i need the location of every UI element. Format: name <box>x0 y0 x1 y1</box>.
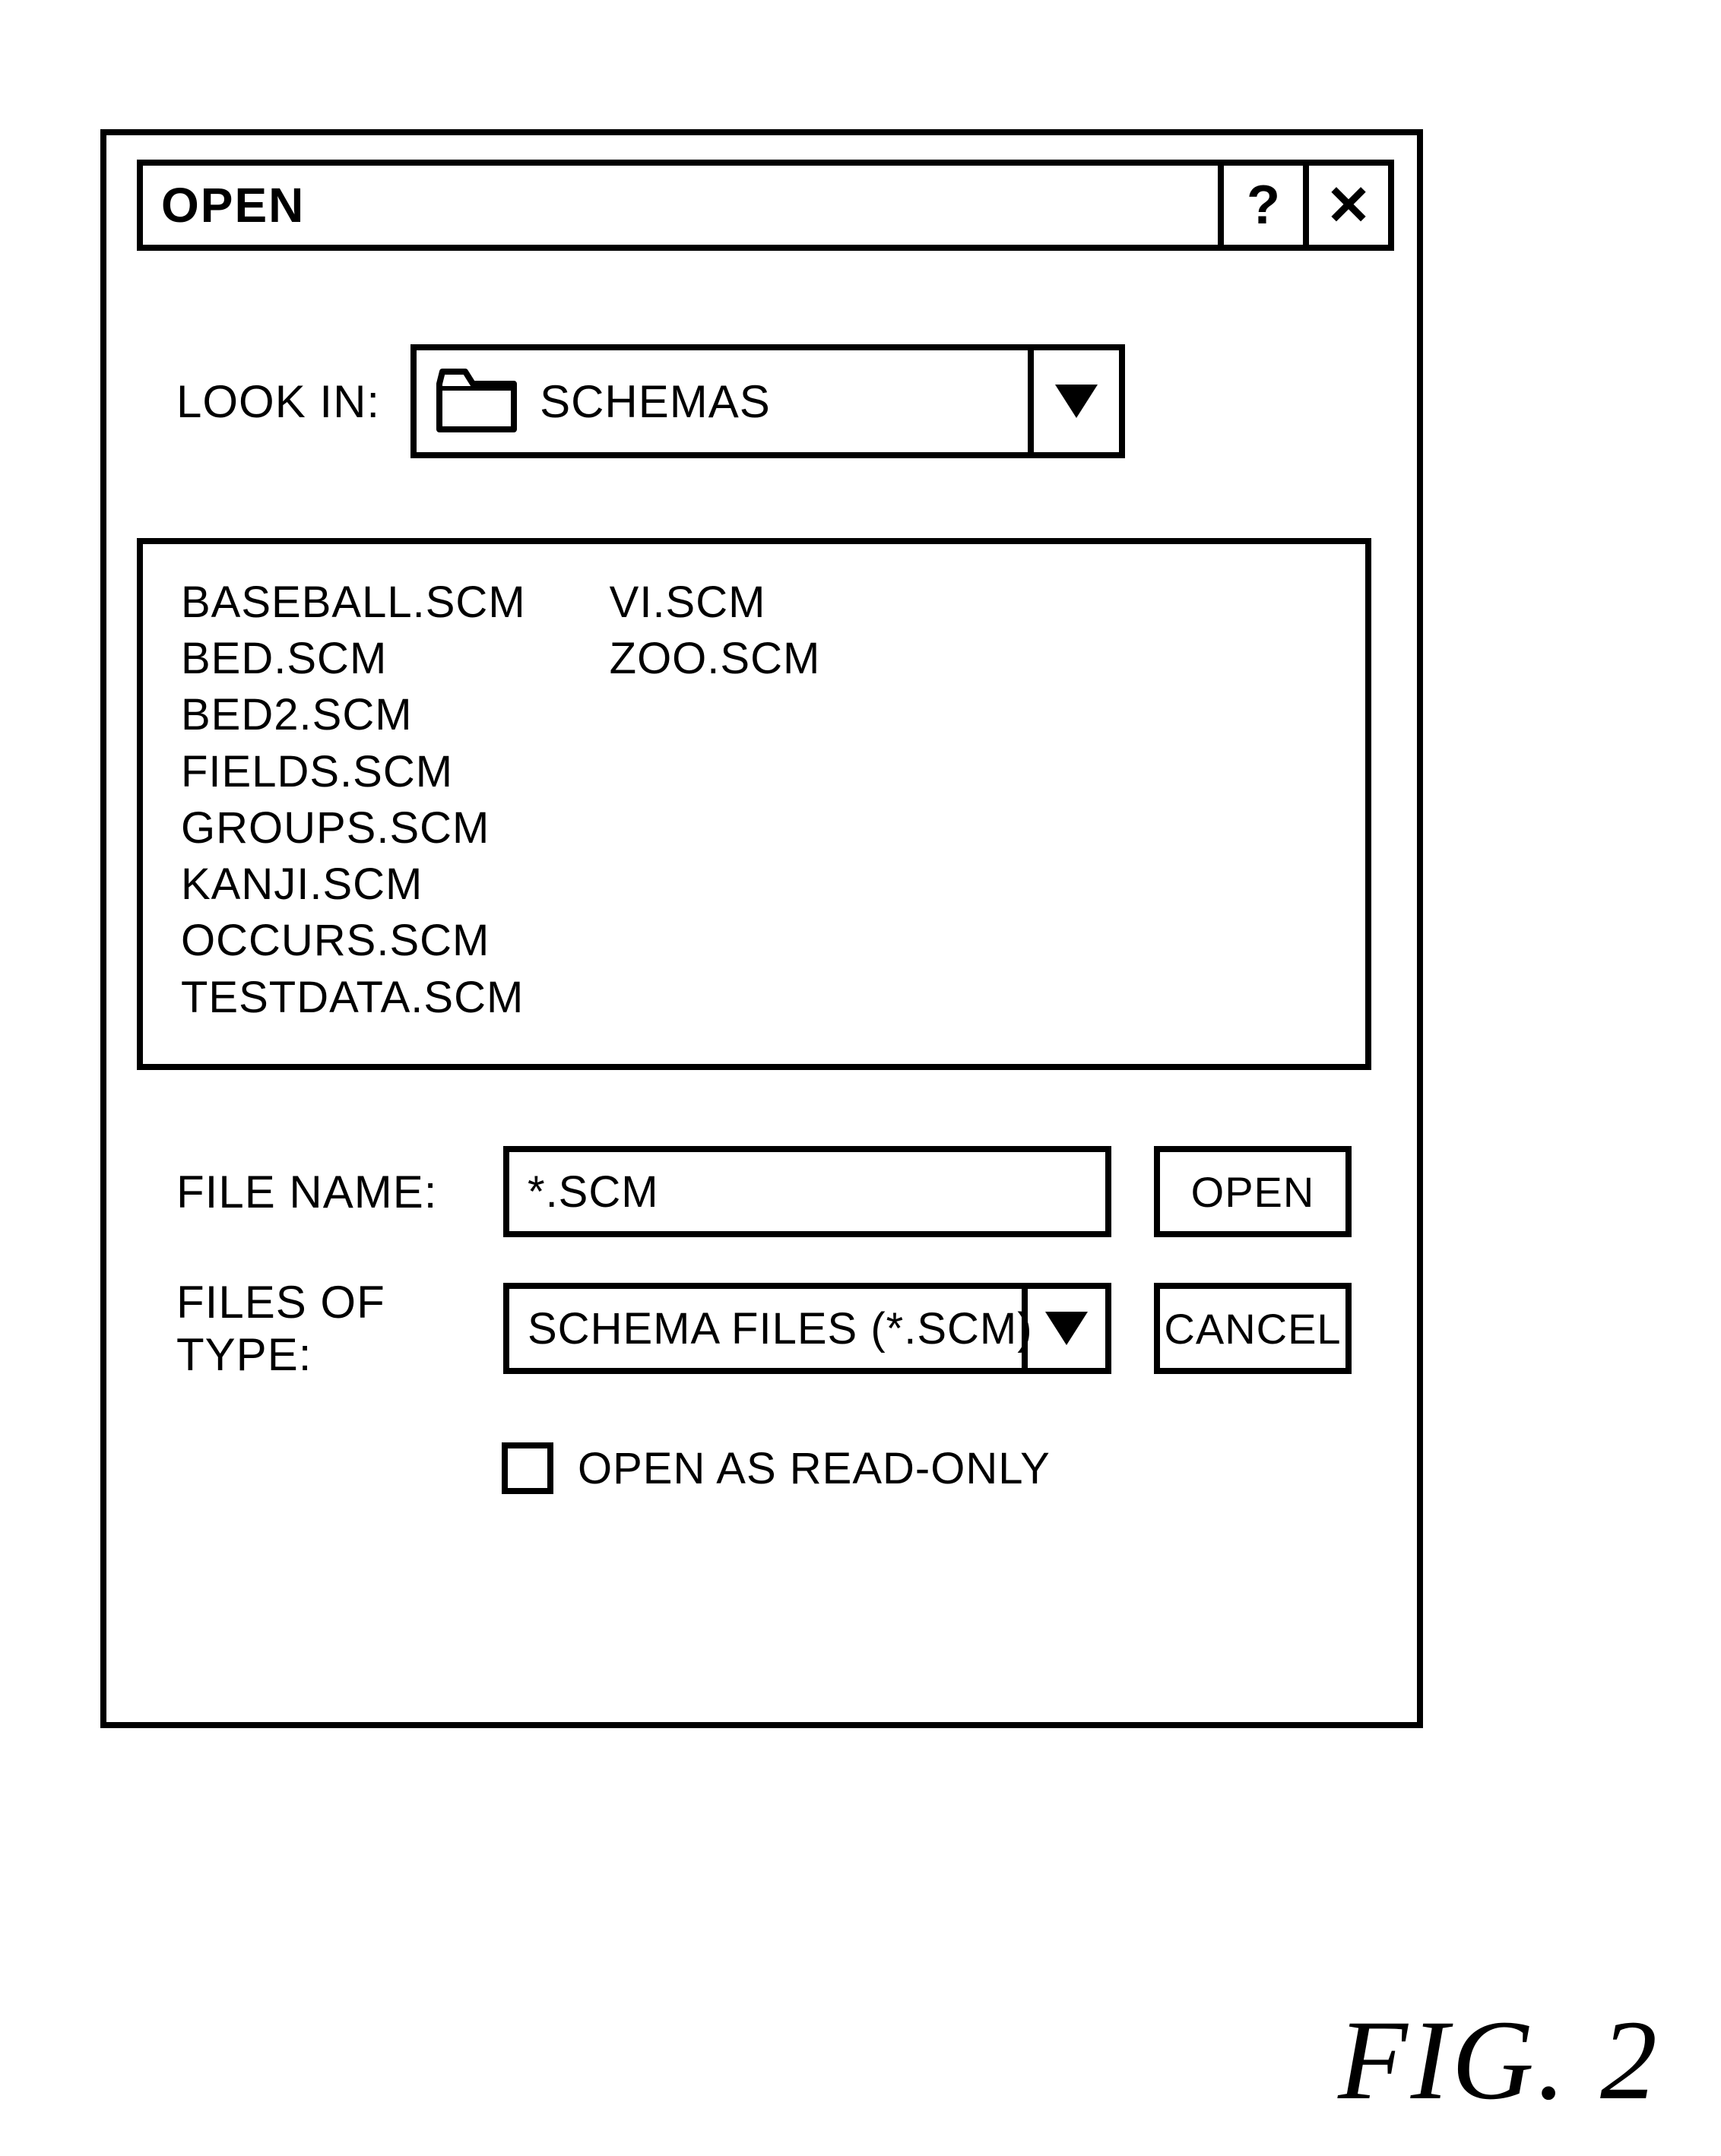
cancel-button[interactable]: CANCEL <box>1154 1283 1352 1374</box>
file-list-column: VI.SCMZOO.SCM <box>610 575 821 1026</box>
file-item[interactable]: ZOO.SCM <box>610 631 821 687</box>
help-button[interactable]: ? <box>1218 166 1303 245</box>
window-buttons: ? ✕ <box>1218 166 1388 245</box>
file-item[interactable]: OCCURS.SCM <box>181 913 526 969</box>
dialog-title: OPEN <box>161 177 305 233</box>
file-item[interactable]: FIELDS.SCM <box>181 744 526 800</box>
folder-icon <box>435 366 518 438</box>
read-only-checkbox[interactable] <box>502 1442 553 1494</box>
close-button[interactable]: ✕ <box>1303 166 1388 245</box>
file-list-column: BASEBALL.SCMBED.SCMBED2.SCMFIELDS.SCMGRO… <box>181 575 526 1026</box>
file-item[interactable]: BED.SCM <box>181 631 526 687</box>
file-item[interactable]: TESTDATA.SCM <box>181 970 526 1026</box>
files-of-type-dropdown-arrow[interactable] <box>1022 1289 1105 1368</box>
look-in-value: SCHEMAS <box>540 375 771 428</box>
file-name-value: *.SCM <box>528 1167 659 1217</box>
files-of-type-dropdown[interactable]: SCHEMA FILES (*.SCM) <box>503 1283 1111 1374</box>
open-dialog: OPEN ? ✕ LOOK IN: SCHEMAS <box>100 129 1423 1728</box>
file-item[interactable]: KANJI.SCM <box>181 856 526 913</box>
files-of-type-value: SCHEMA FILES (*.SCM) <box>528 1303 1033 1354</box>
look-in-label: LOOK IN: <box>176 375 380 428</box>
files-of-type-label: FILES OF TYPE: <box>176 1276 503 1381</box>
file-name-label: FILE NAME: <box>176 1166 503 1218</box>
file-name-input[interactable]: *.SCM <box>503 1146 1111 1237</box>
read-only-label: OPEN AS READ-ONLY <box>578 1443 1051 1494</box>
read-only-row: OPEN AS READ-ONLY <box>502 1442 1051 1494</box>
titlebar: OPEN ? ✕ <box>137 160 1394 251</box>
file-name-row: FILE NAME: *.SCM OPEN <box>176 1138 1371 1245</box>
look-in-dropdown[interactable]: SCHEMAS <box>410 344 1125 458</box>
file-list[interactable]: BASEBALL.SCMBED.SCMBED2.SCMFIELDS.SCMGRO… <box>137 538 1371 1070</box>
files-of-type-row: FILES OF TYPE: SCHEMA FILES (*.SCM) CANC… <box>176 1275 1371 1382</box>
open-button[interactable]: OPEN <box>1154 1146 1352 1237</box>
figure-label: FIG. 2 <box>1338 1995 1660 2126</box>
look-in-row: LOOK IN: SCHEMAS <box>176 333 1371 470</box>
file-item[interactable]: BED2.SCM <box>181 687 526 743</box>
file-item[interactable]: VI.SCM <box>610 575 821 631</box>
file-item[interactable]: BASEBALL.SCM <box>181 575 526 631</box>
look-in-dropdown-arrow[interactable] <box>1028 350 1119 452</box>
file-item[interactable]: GROUPS.SCM <box>181 800 526 856</box>
